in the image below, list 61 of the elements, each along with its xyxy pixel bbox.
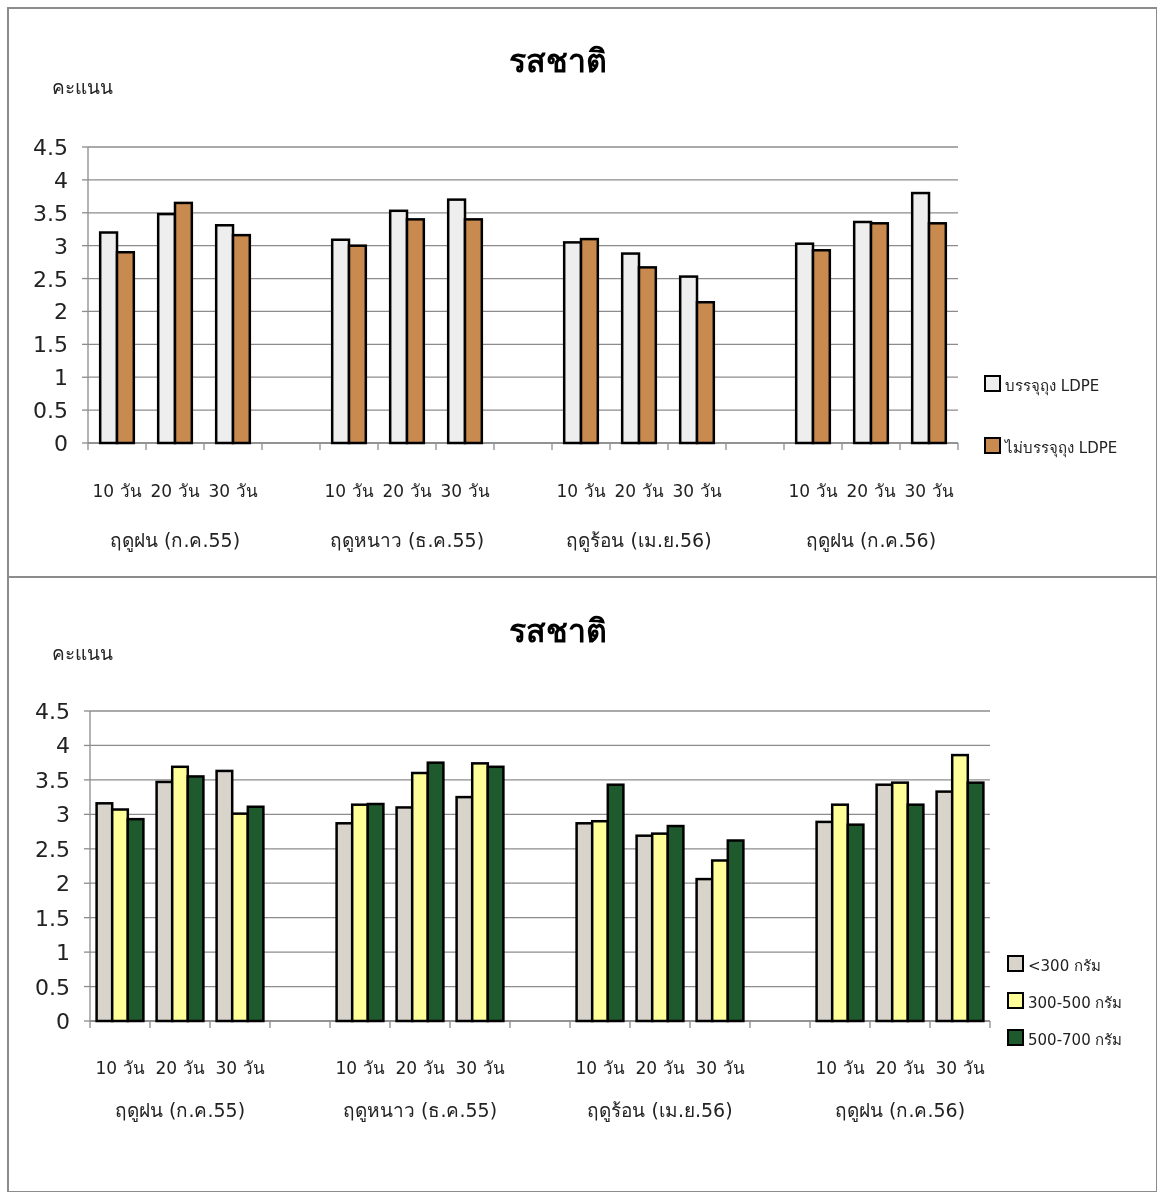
x-tick-label: 30 วัน bbox=[455, 1058, 505, 1078]
x-tick-label: 30 วัน bbox=[208, 481, 258, 501]
y-tick-label: 3 bbox=[56, 802, 70, 828]
x-tick-label: 10 วัน bbox=[815, 1058, 865, 1078]
legend-label: 300-500 กรัม bbox=[1028, 994, 1123, 1012]
y-tick-label: 3.5 bbox=[33, 200, 68, 226]
y-tick-label: 0 bbox=[54, 431, 68, 456]
legend-label: <300 กรัม bbox=[1028, 957, 1101, 975]
x-tick-label: 30 วัน bbox=[215, 1058, 265, 1078]
text: ฤดูหนาว (ธ.ค.55) bbox=[329, 529, 485, 552]
y-tick-label: 0.5 bbox=[35, 974, 70, 1000]
text: ฤดูฝน (ก.ค.55) bbox=[114, 1099, 246, 1122]
y-tick-label: 1 bbox=[56, 940, 70, 966]
chart-title: รสชาติ bbox=[509, 612, 607, 650]
y-tick-label: 1.5 bbox=[35, 905, 70, 931]
y-tick-label: 1 bbox=[54, 365, 68, 391]
y-tick-label: 3.5 bbox=[35, 767, 70, 793]
y-tick-label: 0.5 bbox=[33, 398, 68, 424]
x-tick-label: 10 วัน bbox=[95, 1058, 145, 1078]
x-tick-label: 10 วัน bbox=[575, 1058, 625, 1078]
chart-title: รสชาติ bbox=[509, 42, 607, 80]
x-tick-label: 20 วัน bbox=[614, 481, 664, 501]
legend-label: บรรจุถุง LDPE bbox=[1005, 377, 1100, 396]
y-tick-label: 1.5 bbox=[33, 332, 68, 358]
x-tick-label: 30 วัน bbox=[440, 481, 490, 501]
y-tick-label: 4.5 bbox=[35, 699, 70, 724]
x-tick-label: 20 วัน bbox=[846, 481, 896, 501]
y-tick-label: 0 bbox=[56, 1009, 70, 1034]
legend-label: ไม่บรรจุถุง LDPE bbox=[1004, 439, 1118, 458]
x-tick-label: 20 วัน bbox=[382, 481, 432, 501]
x-tick-label: 30 วัน bbox=[672, 481, 722, 501]
text: ฤดูฝน (ก.ค.56) bbox=[805, 529, 937, 552]
y-tick-label: 4.5 bbox=[33, 135, 68, 160]
y-tick-label: 2 bbox=[56, 871, 70, 897]
y-axis-title: คะแนน bbox=[52, 76, 113, 98]
y-axis-title: คะแนน bbox=[52, 642, 113, 664]
y-tick-label: 2 bbox=[54, 299, 68, 325]
x-tick-label: 10 วัน bbox=[92, 481, 142, 501]
y-tick-label: 3 bbox=[54, 233, 68, 259]
x-tick-label: 20 วัน bbox=[395, 1058, 445, 1078]
x-tick-label: 10 วัน bbox=[788, 481, 838, 501]
legend-label: 500-700 กรัม bbox=[1028, 1031, 1123, 1049]
x-tick-label: 30 วัน bbox=[935, 1058, 985, 1078]
x-tick-label: 20 วัน bbox=[875, 1058, 925, 1078]
x-tick-label: 10 วัน bbox=[324, 481, 374, 501]
y-tick-label: 2.5 bbox=[35, 836, 70, 862]
x-tick-label: 20 วัน bbox=[150, 481, 200, 501]
text: ฤดูร้อน (เม.ย.56) bbox=[566, 529, 712, 552]
text: ฤดูร้อน (เม.ย.56) bbox=[587, 1099, 733, 1122]
y-tick-label: 4 bbox=[56, 733, 70, 759]
x-tick-label: 10 วัน bbox=[556, 481, 606, 501]
text: ฤดูฝน (ก.ค.56) bbox=[834, 1099, 966, 1122]
y-tick-label: 2.5 bbox=[33, 266, 68, 292]
x-tick-label: 10 วัน bbox=[335, 1058, 385, 1078]
x-tick-label: 30 วัน bbox=[904, 481, 954, 501]
x-tick-label: 20 วัน bbox=[635, 1058, 685, 1078]
y-tick-label: 4 bbox=[54, 167, 68, 193]
x-tick-label: 30 วัน bbox=[695, 1058, 745, 1078]
x-tick-label: 20 วัน bbox=[155, 1058, 205, 1078]
text: ฤดูหนาว (ธ.ค.55) bbox=[342, 1099, 498, 1122]
text: ฤดูฝน (ก.ค.55) bbox=[109, 529, 241, 552]
